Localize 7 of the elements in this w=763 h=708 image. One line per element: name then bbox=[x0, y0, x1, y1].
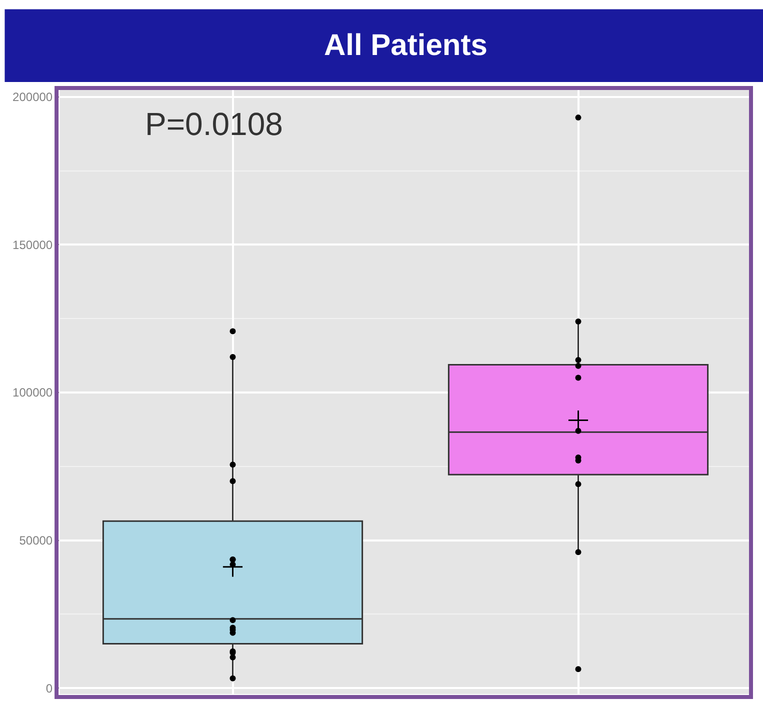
y-tick-label: 0 bbox=[46, 681, 53, 696]
y-tick-label: 50000 bbox=[19, 533, 53, 548]
y-tick-label: 100000 bbox=[12, 386, 53, 400]
y-tick-label: 150000 bbox=[12, 238, 53, 252]
y-tick-label: 200000 bbox=[12, 90, 53, 104]
chart-title: All Patients bbox=[324, 29, 488, 62]
annotation: P=0.0108 bbox=[145, 106, 283, 142]
